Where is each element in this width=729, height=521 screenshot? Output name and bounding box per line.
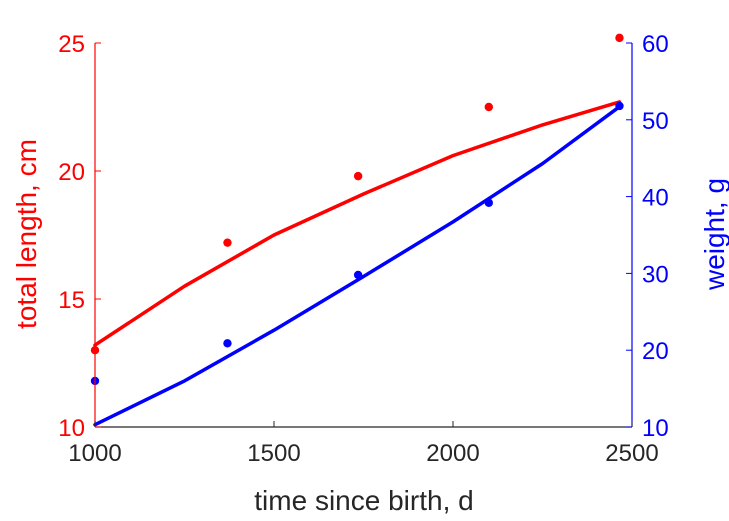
- data-point-right: [615, 101, 624, 111]
- left-tick-label: 25: [58, 31, 85, 58]
- data-point-left: [353, 171, 363, 181]
- data-point-left: [615, 33, 624, 43]
- fit-line-left: [93, 100, 622, 347]
- fit-line-right: [93, 104, 622, 427]
- right-tick-label: 30: [642, 261, 669, 288]
- left-axis-title: total length, cm: [11, 139, 42, 329]
- right-tick-label: 10: [642, 415, 669, 442]
- x-tick-label: 2000: [426, 440, 479, 467]
- right-axis-title: weight, g: [699, 178, 729, 291]
- x-tick-label: 1500: [247, 440, 300, 467]
- right-tick-label: 50: [642, 108, 669, 135]
- right-tick-label: 40: [642, 185, 669, 212]
- right-tick-label: 60: [642, 31, 669, 58]
- right-tick-label: 20: [642, 338, 669, 365]
- axis-labels: time since birth, d total length, cm wei…: [11, 139, 729, 516]
- data-point-right: [353, 270, 363, 280]
- data-point-right: [223, 339, 232, 348]
- left-tick-label: 15: [58, 287, 85, 314]
- x-axis-title: time since birth, d: [254, 485, 473, 516]
- data-point-left: [223, 238, 232, 247]
- left-tick-label: 10: [58, 415, 85, 442]
- x-tick-label: 2500: [605, 440, 658, 467]
- data-point-left: [484, 102, 493, 112]
- left-tick-label: 20: [58, 159, 85, 186]
- plot-area: [90, 33, 624, 427]
- x-tick-label: 1000: [68, 440, 121, 467]
- data-point-right: [484, 198, 493, 207]
